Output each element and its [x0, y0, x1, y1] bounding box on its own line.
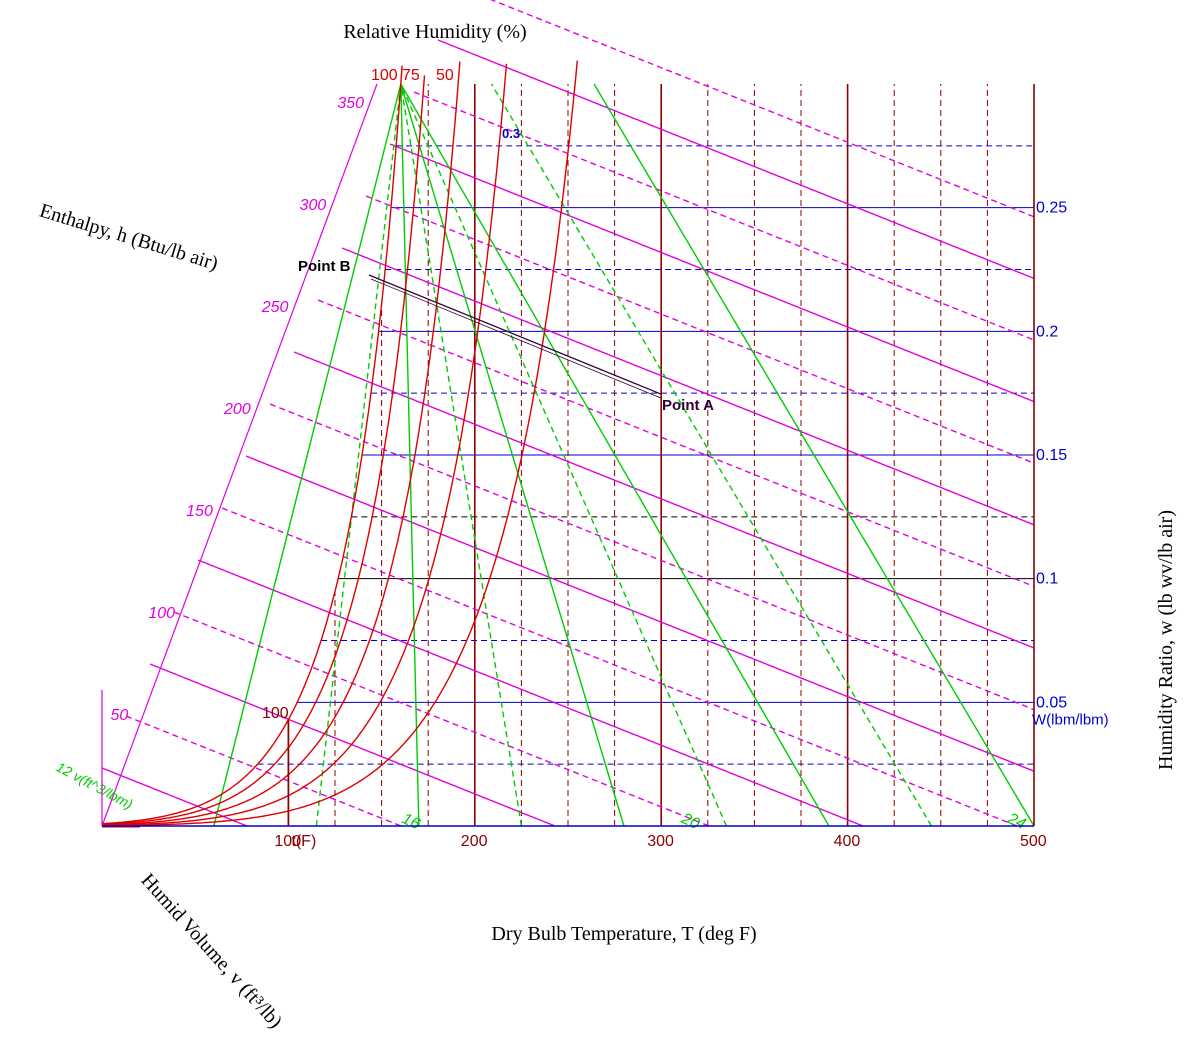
- rh-curve: [101, 60, 578, 827]
- enthalpy-lines: 50 100 150 200 250 300 350: [101, 0, 1035, 827]
- y-tick-label: 0.15: [1036, 447, 1067, 464]
- volume-line: [400, 83, 625, 827]
- enthalpy-line: [437, 39, 1035, 280]
- x-tick-label: 400: [834, 833, 861, 850]
- x-tick-label: 300: [647, 833, 674, 850]
- top-w-label: 0.3: [502, 126, 520, 141]
- enthalpy-axis: [101, 83, 378, 827]
- volume-line: [400, 83, 830, 827]
- rh-curve: [102, 61, 461, 826]
- volume-line: [400, 83, 420, 827]
- y-tick-label: 0.25: [1036, 200, 1067, 217]
- volume-line: [593, 83, 1035, 827]
- rh-curve: [101, 75, 426, 825]
- x-axis-label: Dry Bulb Temperature, T (deg F): [491, 923, 756, 945]
- volume-line: [400, 83, 728, 827]
- rh-label: 75: [402, 67, 420, 84]
- y-tick-label: 0.2: [1036, 323, 1058, 340]
- volume-line-label: 16: [399, 810, 422, 833]
- chart-title: Relative Humidity (%): [343, 21, 526, 43]
- enthalpy-line: [490, 0, 1035, 218]
- volume-axis-label-small: 12 v(ft^3/lbm): [54, 759, 136, 813]
- enthalpy-tick-label: 350: [337, 95, 364, 112]
- enthalpy-line: [245, 455, 1035, 772]
- x-tick-label: 500: [1020, 833, 1047, 850]
- enthalpy-tick-label: 150: [186, 503, 213, 520]
- grid-layer: [257, 84, 1034, 826]
- enthalpy-tick-label: 100: [148, 605, 175, 622]
- volume-line: [315, 83, 402, 827]
- enthalpy-line: [125, 715, 402, 827]
- axes-layer: 100 200 300 400 500 t(F) 0.05 0.1 0.15 0.2 0.25 W(l…: [101, 84, 1109, 850]
- x-tick-label: 100: [274, 833, 301, 850]
- state-points: Point A Point B: [298, 258, 714, 414]
- enthalpy-tick-label: 250: [261, 299, 289, 316]
- enthalpy-line: [173, 611, 710, 827]
- point-a-label: Point A: [662, 397, 714, 414]
- y-tick-label: 0.05: [1036, 694, 1067, 711]
- volume-lines: 16 20 24 12 v(ft^3/lbm): [54, 83, 1035, 833]
- enthalpy-line: [365, 195, 1035, 464]
- enthalpy-tick-label: 300: [300, 197, 327, 214]
- rh-label: 50: [436, 67, 454, 84]
- enthalpy-line: [269, 403, 1035, 711]
- enthalpy-line: [317, 299, 1035, 588]
- y-tick-label: 0.1: [1036, 571, 1058, 588]
- rh-curve: [102, 63, 508, 826]
- enthalpy-tick-label: 200: [223, 401, 251, 418]
- y-axis-note: W(lbm/lbm): [1032, 711, 1109, 728]
- enthalpy-line: [389, 143, 1035, 403]
- enthalpy-line: [293, 351, 1035, 649]
- point-b-label: Point B: [298, 258, 351, 275]
- inner-rh-label: 100: [262, 705, 289, 722]
- enthalpy-line: [413, 91, 1035, 341]
- volume-line: [490, 83, 933, 827]
- volume-line-label: 20: [678, 810, 702, 833]
- labels-layer: Relative Humidity (%) Dry Bulb Temperatu…: [37, 21, 1177, 1033]
- enthalpy-line: [149, 663, 556, 827]
- volume-line: [213, 83, 402, 827]
- volume-line-label: 24: [1004, 810, 1028, 833]
- rh-curve: [101, 65, 403, 825]
- enthalpy-line: [341, 247, 1035, 526]
- process-line-shadow: [370, 278, 662, 399]
- enthalpy-line: [197, 559, 864, 827]
- y-axis-label: Humidity Ratio, w (lb wv/lb air): [1155, 510, 1177, 770]
- volume-line: [400, 83, 523, 827]
- rh-label: 100: [371, 67, 398, 84]
- enthalpy-line: [221, 507, 1018, 827]
- volume-axis-label: Humid Volume, v (ft³/lb): [136, 869, 286, 1032]
- process-line: [368, 274, 662, 395]
- x-tick-label: 200: [461, 833, 488, 850]
- enthalpy-tick-label: 50: [111, 707, 129, 724]
- enthalpy-axis-label: Enthalpy, h (Btu/lb air): [37, 200, 221, 275]
- x-axis-note: t(F): [291, 833, 316, 850]
